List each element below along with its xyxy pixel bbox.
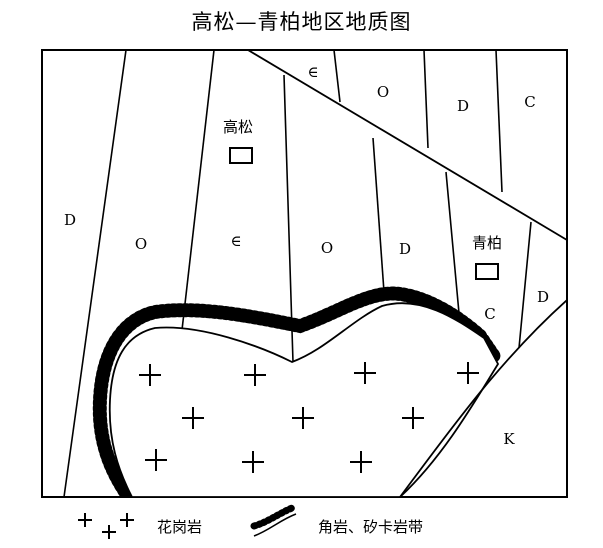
granite-cross [350, 451, 372, 473]
unit-label-cambrian-top: ∈ [307, 63, 318, 81]
contact-line-5 [445, 171, 461, 325]
fault-line [247, 50, 567, 241]
legend-granite-label: 花岗岩 [157, 518, 203, 536]
map-title: 高松—青柏地区地质图 [191, 10, 412, 34]
unit-label-d-2: D [399, 240, 411, 258]
contact-line-4 [372, 137, 385, 293]
unit-label-d-east: D [537, 288, 549, 306]
granite-cross [402, 407, 424, 429]
gaosong-marker [229, 147, 253, 164]
qingbai-label: 青柏 [472, 234, 502, 252]
granite-cross [182, 407, 204, 429]
legend-skarn-symbol [250, 504, 297, 537]
granite-cross [242, 451, 264, 473]
granite-cross [457, 362, 479, 384]
unit-label-o-1: O [135, 235, 147, 253]
unit-label-c-mid: C [484, 305, 495, 323]
granite-cross [292, 407, 314, 429]
unit-label-k: K [503, 430, 515, 448]
skarn-zone-band [92, 286, 502, 497]
contact-line-2 [181, 50, 215, 331]
contact-line-9 [495, 50, 503, 193]
contact-line-8 [423, 50, 429, 149]
granite-symbols [139, 362, 479, 473]
contact-line-7 [333, 50, 341, 103]
contact-line-1 [63, 50, 127, 497]
gaosong-label: 高松 [223, 118, 253, 136]
granite-cross [139, 364, 161, 386]
contact-line-6 [518, 221, 532, 349]
granite-cross [145, 449, 167, 471]
contact-line-3 [283, 74, 294, 363]
granite-cross [354, 362, 376, 384]
granite-cross [244, 364, 266, 386]
unit-label-o-top: O [377, 83, 389, 101]
unit-label-o-2: O [321, 239, 333, 257]
cretaceous-boundary [399, 299, 567, 497]
unit-label-d-west: D [64, 211, 76, 229]
legend-skarn-label: 角岩、矽卡岩带 [318, 518, 424, 536]
legend: 花岗岩 角岩、矽卡岩带 [0, 506, 603, 548]
qingbai-marker [475, 263, 499, 280]
unit-label-cambrian-1: ∈ [230, 232, 241, 250]
legend-granite-symbol [78, 513, 134, 539]
unit-label-c-top: C [524, 93, 535, 111]
granite-intrusion-boundary [108, 302, 500, 497]
unit-label-d-top: D [457, 97, 469, 115]
